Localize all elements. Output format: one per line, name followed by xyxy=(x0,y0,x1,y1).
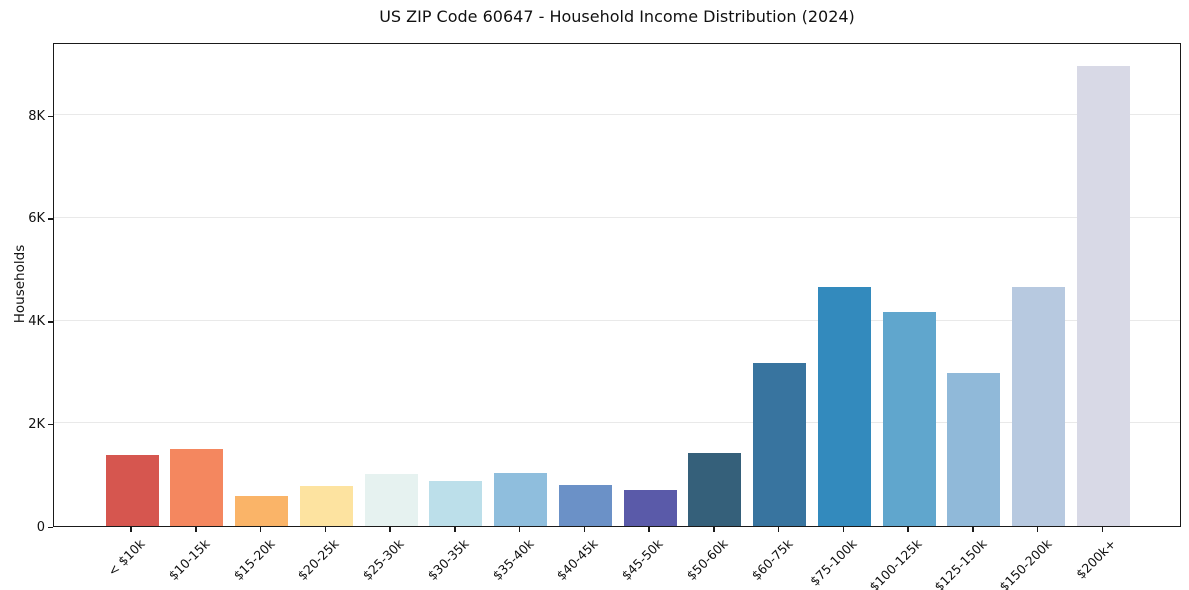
x-tick-mark xyxy=(648,527,650,532)
x-tick-mark xyxy=(842,527,844,532)
bar-$30-35k xyxy=(429,481,483,526)
y-tick-label-0: 0 xyxy=(36,519,45,535)
x-tick-mark xyxy=(972,527,974,532)
y-tick-label-6K: 6K xyxy=(28,211,45,227)
bar-$10-15k xyxy=(170,448,224,526)
x-tick-mark xyxy=(518,527,521,532)
y-tick-label-2K: 2K xyxy=(28,416,45,432)
bar-$125-150k xyxy=(947,372,1001,526)
bar-$200k+ xyxy=(1076,66,1130,526)
y-tick-mark xyxy=(48,526,53,528)
y-tick-mark xyxy=(48,321,53,323)
bar-$100-125k xyxy=(882,312,936,526)
gridline-6K xyxy=(54,216,1180,218)
x-tick-mark xyxy=(583,527,585,532)
bar-$40-45k xyxy=(558,484,612,526)
bar-$60-75k xyxy=(753,362,806,526)
x-tick-mark xyxy=(324,527,326,532)
chart-title: US ZIP Code 60647 - Household Income Dis… xyxy=(379,7,855,26)
bar-$75-100k xyxy=(817,286,871,526)
x-tick-mark xyxy=(454,527,456,532)
bar-$20-25k xyxy=(299,485,353,526)
y-tick-mark xyxy=(48,218,53,220)
bar-$150-200k xyxy=(1012,286,1065,526)
x-tick-mark xyxy=(777,527,780,532)
bar-$15-20k xyxy=(235,495,288,526)
bar-$25-30k xyxy=(364,473,418,526)
x-tick-mark xyxy=(389,527,391,532)
y-tick-label-4K: 4K xyxy=(28,314,45,330)
x-tick-label-< $10k: < $10k xyxy=(104,536,148,579)
bar-$45-50k xyxy=(623,490,677,526)
x-tick-mark xyxy=(1036,527,1039,532)
x-tick-mark xyxy=(1101,527,1103,532)
bar-$50-60k xyxy=(688,452,742,526)
bar-< $10k xyxy=(105,455,159,526)
plot-area xyxy=(53,43,1181,527)
x-tick-mark xyxy=(195,527,197,532)
gridline-8K xyxy=(54,114,1180,116)
x-tick-mark xyxy=(907,527,909,532)
gridline-2K xyxy=(54,422,1180,424)
x-tick-mark xyxy=(713,527,715,532)
y-tick-mark xyxy=(48,423,53,426)
y-tick-mark xyxy=(48,115,53,118)
gridline-4K xyxy=(54,319,1180,321)
x-tick-mark xyxy=(130,527,132,532)
bar-$35-40k xyxy=(494,473,547,526)
y-tick-label-8K: 8K xyxy=(28,108,45,124)
x-tick-mark xyxy=(259,527,262,532)
